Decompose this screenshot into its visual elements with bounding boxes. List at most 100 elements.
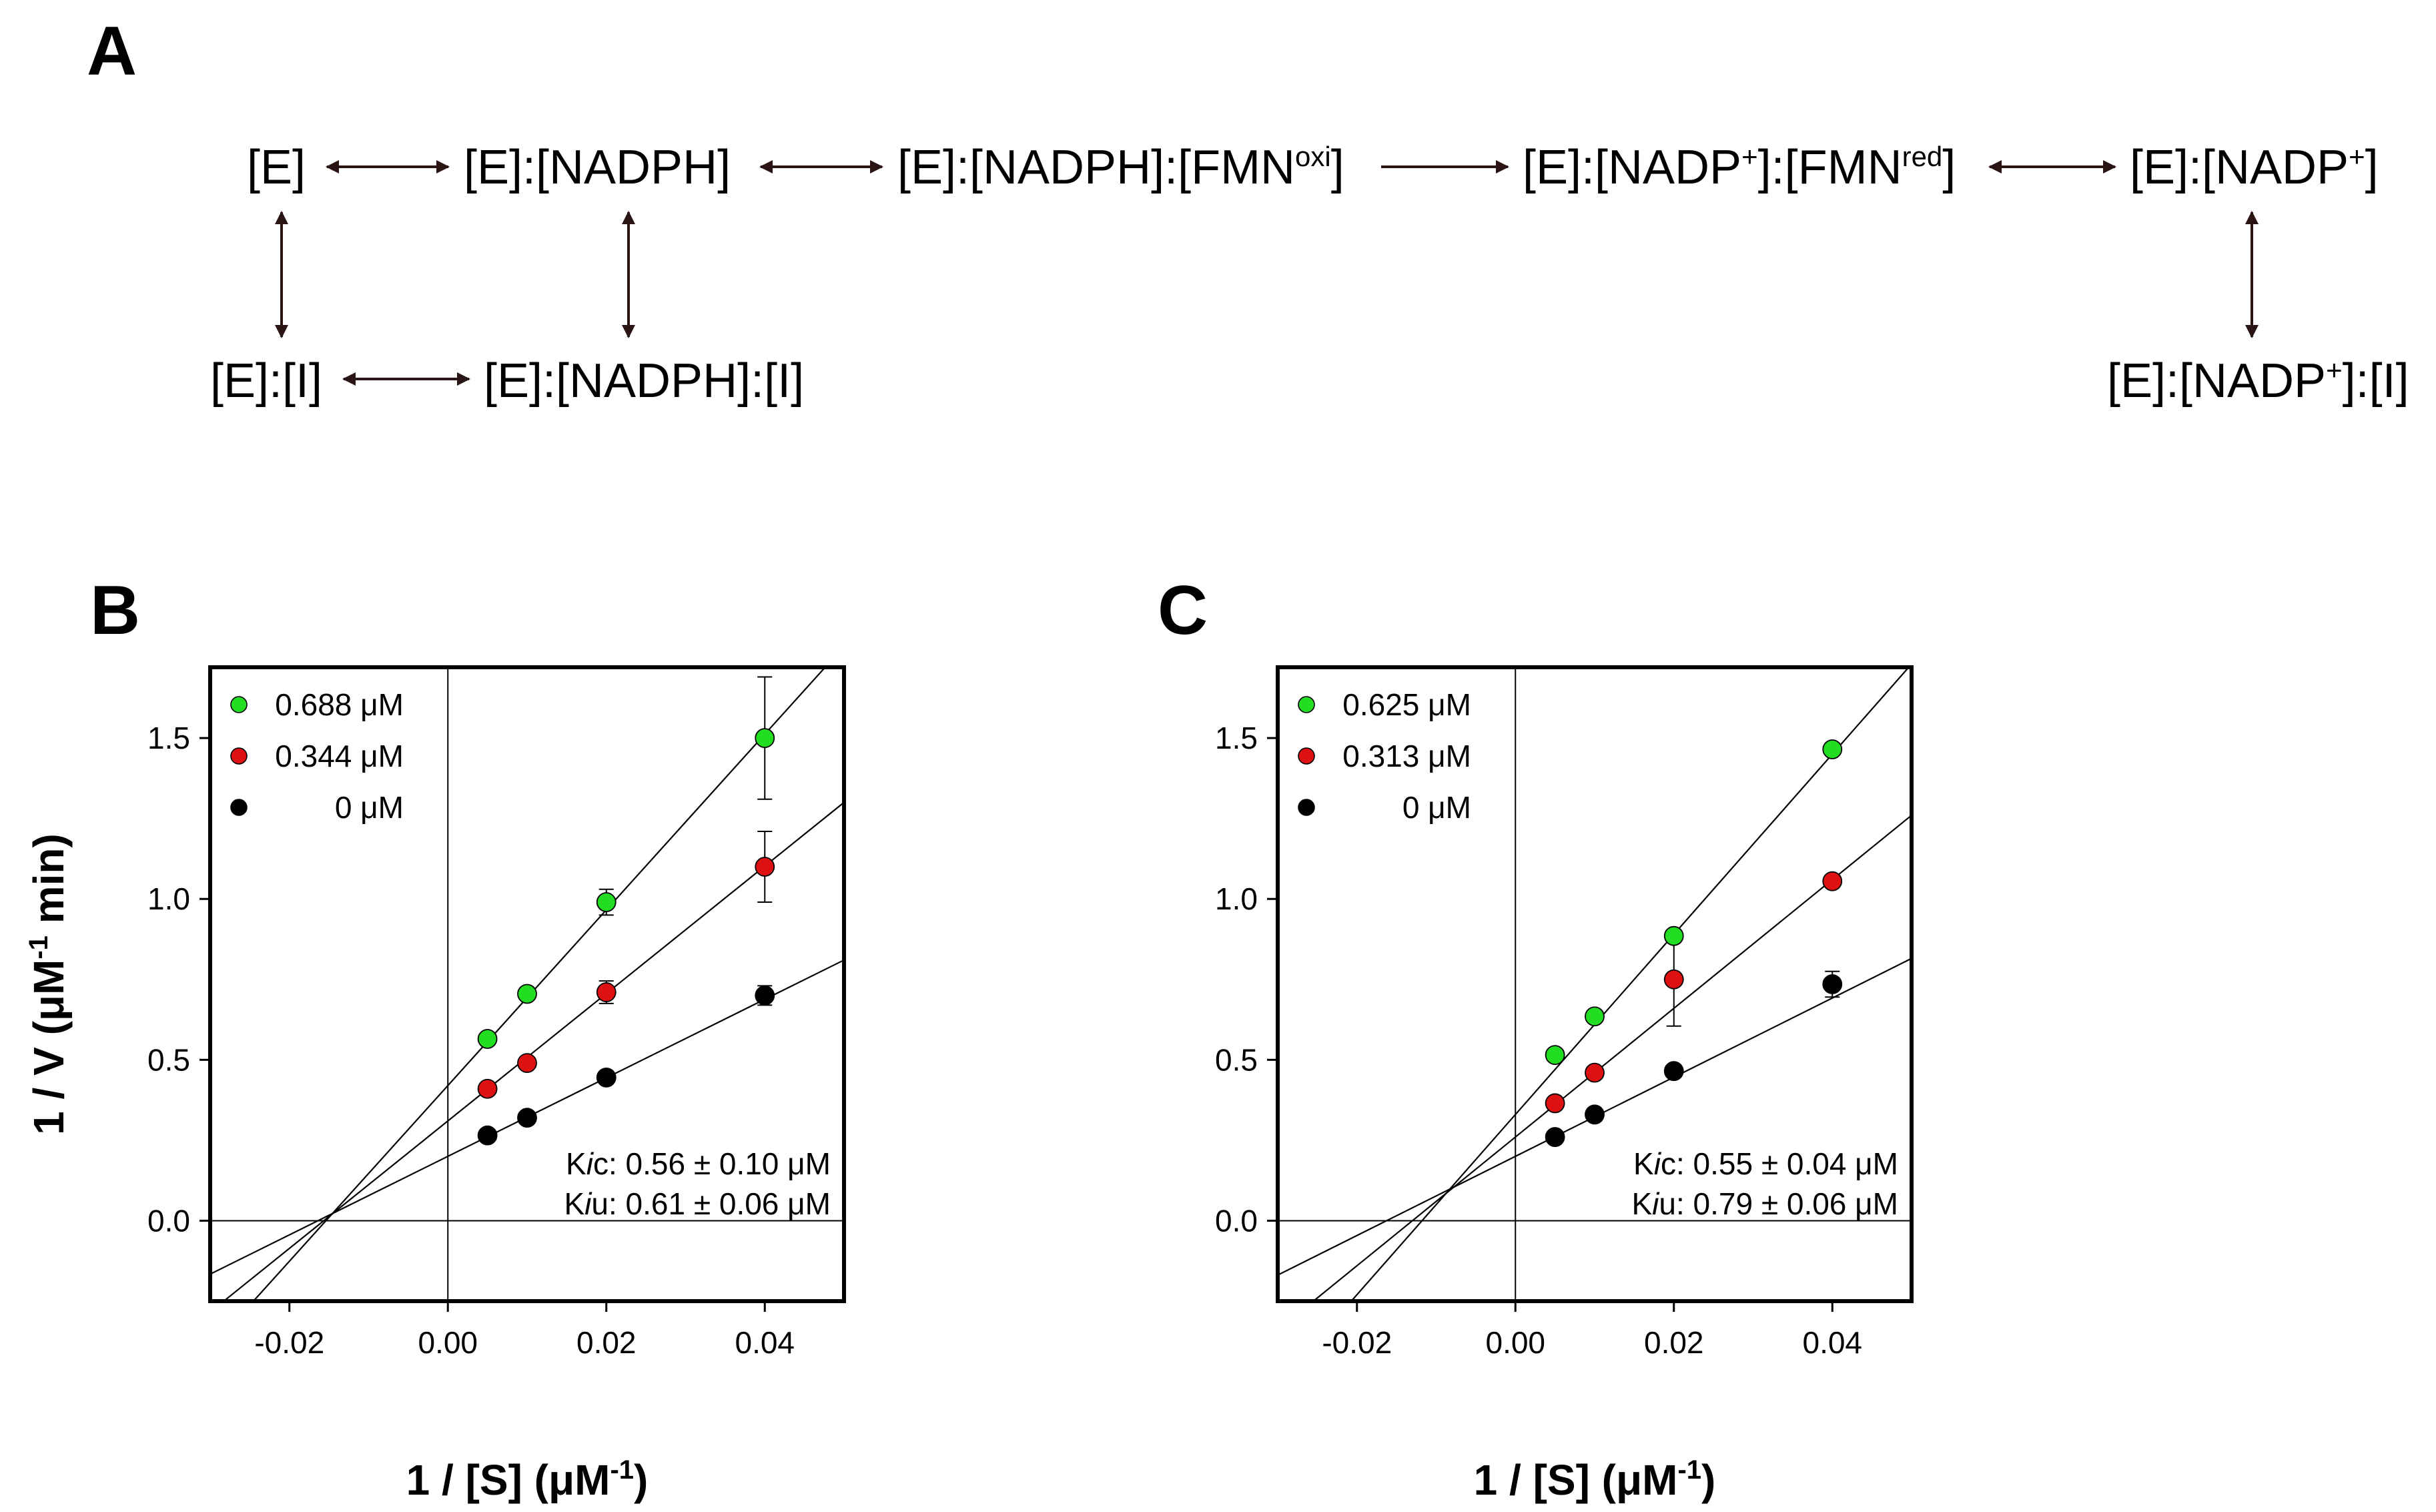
constant-label-1: Kiu: 0.61 ± 0.06 μM (564, 1186, 831, 1221)
x-tick-label-1: 0.00 (1485, 1325, 1545, 1360)
constant-suffix-0: c (593, 1146, 608, 1181)
x-tick-label-2: 0.02 (1644, 1325, 1704, 1360)
x-axis-title-base: 1 / [S] (μM (1474, 1456, 1678, 1504)
species-e-nadph-i: [E]:[NADPH]:[I] (484, 354, 804, 408)
x-axis-title-close: ) (634, 1456, 648, 1504)
x-tick-label-0: -0.02 (254, 1325, 324, 1360)
data-point-0-1 (1585, 1006, 1605, 1027)
x-axis-title-sup: -1 (1677, 1455, 1701, 1485)
data-point-1-3 (1822, 871, 1843, 891)
y-tick-label-3: 1.5 (147, 721, 190, 755)
plot-frame (1276, 665, 1914, 1303)
data-point-2-3 (1822, 974, 1843, 994)
legend-marker-0 (1298, 696, 1315, 713)
constant-k-1: K (564, 1186, 584, 1221)
data-point-1-0 (477, 1078, 498, 1099)
legend-marker-0 (230, 696, 248, 713)
x-tick-label-3: 0.04 (735, 1325, 795, 1360)
data-point-0-3 (1822, 739, 1843, 759)
panel-c-letter: C (1158, 572, 1208, 649)
constant-sub-1: i (584, 1186, 592, 1221)
x-axis-title: 1 / [S] (μM-1) (406, 1455, 649, 1504)
species-e-nadp-fmn-red: [E]:[NADP+]:[FMNred] (1523, 141, 1956, 194)
legend-label-2: 0 μM (1402, 790, 1471, 825)
data-point-0-3 (755, 728, 775, 748)
constant-sub-0: i (1654, 1146, 1662, 1181)
constant-k-0: K (1633, 1146, 1654, 1181)
x-tick-label-1: 0.00 (418, 1325, 478, 1360)
x-axis-title-close: ) (1701, 1456, 1715, 1504)
y-tick-label-0: 0.0 (1215, 1203, 1258, 1238)
x-axis-title: 1 / [S] (μM-1) (1474, 1455, 1716, 1504)
data-point-2-1 (1585, 1104, 1605, 1125)
panel-a-letter: A (87, 13, 137, 90)
y-axis-title-base: 1 / V (μM (25, 960, 73, 1135)
y-axis-title-sup: -1 (24, 935, 53, 960)
constant-label-0: Kic: 0.55 ± 0.04 μM (1633, 1146, 1898, 1181)
constant-sub-1: i (1652, 1186, 1660, 1221)
y-tick-label-1: 0.5 (147, 1042, 190, 1077)
constant-suffix-1: u (1659, 1186, 1676, 1221)
panel-b-letter: B (90, 572, 140, 649)
data-point-0-0 (477, 1029, 498, 1049)
x-tick-label-2: 0.02 (576, 1325, 637, 1360)
species-e-nadph-fmn-oxi: [E]:[NADPH]:[FMNoxi] (897, 141, 1344, 194)
reaction-scheme: A [E] [E]:[NADPH] [E]:[NADPH]:[FMNoxi] [… (87, 13, 2409, 408)
data-point-1-2 (596, 982, 617, 1002)
legend-label-2: 0 μM (335, 790, 404, 825)
legend-marker-1 (230, 747, 248, 765)
species-e-nadp: [E]:[NADP+] (2130, 141, 2379, 194)
constant-k-0: K (566, 1146, 586, 1181)
chart-panel-c: C 0.0 0.5 1.0 1.5 -0.02 0.00 0.02 0.04 1 / [S] (… (1158, 572, 1914, 1504)
data-point-0-2 (1663, 925, 1684, 946)
constant-label-0: Kic: 0.56 ± 0.10 μM (566, 1146, 831, 1181)
constant-suffix-1: u (591, 1186, 608, 1221)
constant-k-1: K (1631, 1186, 1652, 1221)
constant-sub-0: i (586, 1146, 594, 1181)
x-axis-title-base: 1 / [S] (μM (406, 1456, 611, 1504)
y-axis-title: 1 / V (μM-1 min) (24, 833, 73, 1135)
constant-suffix-0: c (1661, 1146, 1676, 1181)
legend-label-1: 0.344 μM (275, 739, 404, 773)
y-tick-label-3: 1.5 (1215, 721, 1258, 755)
data-point-0-1 (517, 984, 537, 1004)
y-axis-title-close: min) (25, 833, 73, 935)
constant-value-0: : 0.55 ± 0.04 μM (1676, 1146, 1898, 1181)
data-point-1-1 (1585, 1062, 1605, 1083)
data-point-2-0 (1545, 1127, 1565, 1147)
y-tick-label-1: 0.5 (1215, 1042, 1258, 1077)
constant-value-1: : 0.61 ± 0.06 μM (608, 1186, 831, 1221)
plot-frame (208, 665, 846, 1303)
data-point-2-2 (1663, 1061, 1684, 1082)
data-point-1-1 (517, 1053, 537, 1074)
chart-panel-b: B 0.0 0.5 1.0 1.5 -0.02 0.00 0.02 0.04 1 / [S] (… (24, 572, 846, 1504)
x-axis-title-sup: -1 (610, 1455, 634, 1485)
data-point-2-3 (755, 985, 775, 1006)
constant-value-0: : 0.56 ± 0.10 μM (608, 1146, 831, 1181)
species-e-nadph: [E]:[NADPH] (464, 141, 731, 194)
data-point-1-0 (1545, 1093, 1565, 1114)
species-e-i: [E]:[I] (210, 354, 322, 408)
legend-label-0: 0.625 μM (1342, 687, 1471, 722)
species-e: [E] (247, 141, 306, 194)
legend-marker-2 (1298, 799, 1315, 816)
constant-label-1: Kiu: 0.79 ± 0.06 μM (1631, 1186, 1898, 1221)
x-tick-label-3: 0.04 (1802, 1325, 1862, 1360)
legend-marker-2 (230, 799, 248, 816)
species-e-nadp-i: [E]:[NADP+]:[I] (2107, 354, 2409, 408)
data-point-2-1 (517, 1108, 537, 1128)
data-point-2-2 (596, 1067, 617, 1088)
y-tick-label-2: 1.0 (147, 881, 190, 916)
data-point-0-2 (596, 892, 617, 912)
y-tick-label-2: 1.0 (1215, 881, 1258, 916)
data-point-1-3 (755, 857, 775, 877)
data-point-0-0 (1545, 1045, 1565, 1065)
y-tick-label-0: 0.0 (147, 1203, 190, 1238)
legend-label-1: 0.313 μM (1342, 739, 1471, 773)
data-point-1-2 (1663, 969, 1684, 990)
constant-value-1: : 0.79 ± 0.06 μM (1676, 1186, 1898, 1221)
x-tick-label-0: -0.02 (1322, 1325, 1392, 1360)
legend-marker-1 (1298, 747, 1315, 765)
data-point-2-0 (477, 1125, 498, 1146)
legend-label-0: 0.688 μM (275, 687, 404, 722)
